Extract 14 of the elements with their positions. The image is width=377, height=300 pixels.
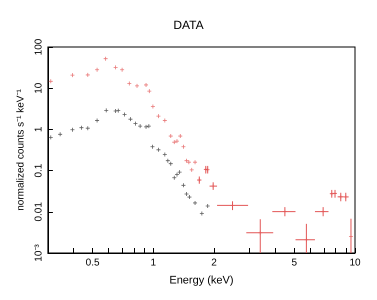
- x-tick-label: 1: [150, 258, 157, 268]
- y-tick-label: 1: [33, 126, 44, 132]
- x-axis-title: Energy (keV): [169, 274, 234, 286]
- chart-title: DATA: [173, 18, 204, 32]
- x-tick-label: 10: [349, 258, 361, 268]
- y-tick-label: 100: [33, 38, 44, 56]
- x-tick-label: 5: [292, 258, 298, 268]
- x-tick-label: 0.5: [86, 258, 100, 268]
- y-tick-label: 10: [33, 82, 44, 94]
- y-axis-title: normalized counts s⁻¹ keV⁻¹: [16, 88, 26, 211]
- y-tick-label: 10⁻³: [33, 244, 44, 262]
- y-tick-label: 0.01: [33, 202, 44, 222]
- y-tick-label: 0.1: [33, 163, 44, 178]
- x-tick-label: 2: [211, 258, 218, 268]
